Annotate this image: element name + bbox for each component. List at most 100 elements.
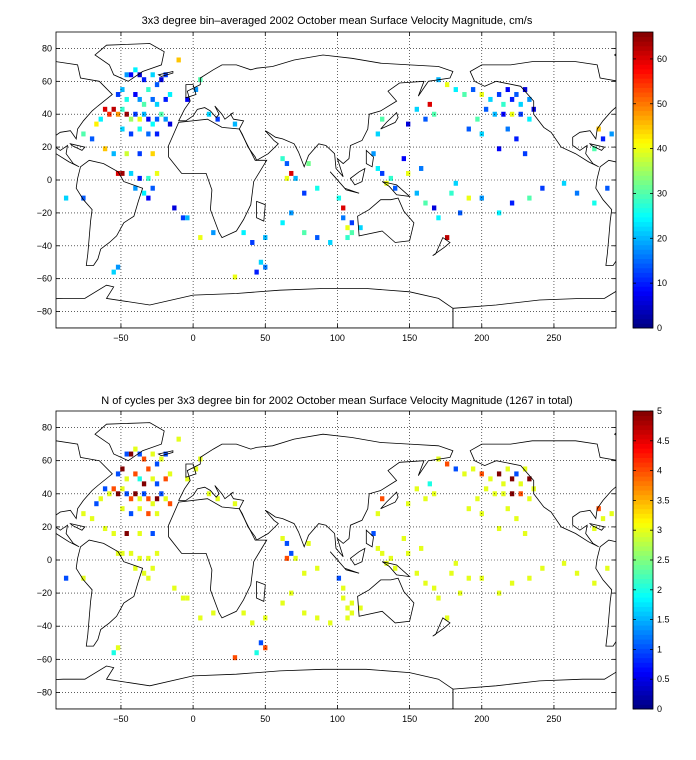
data-bin [605,185,610,191]
data-bin [596,506,601,512]
data-bin [150,451,155,457]
coastline [452,671,616,709]
data-bin [514,471,519,477]
colorbar-segment [633,429,653,435]
data-bin [393,565,398,571]
data-bin [293,555,298,561]
data-bin [518,111,523,117]
coastline [432,617,451,637]
data-bin [280,600,285,606]
colorbar-segment [633,578,653,584]
y-tick-label: 80 [42,423,52,433]
data-bin [115,111,121,117]
data-bin [431,585,437,591]
data-bin [609,511,614,517]
colorbar-segment [633,212,653,218]
colorbar-frame [632,31,654,329]
data-bin [111,531,116,536]
data-bin [315,565,320,571]
data-bin [124,491,129,497]
data-bin [453,87,458,93]
data-bin [167,501,173,507]
colorbar-segment [633,504,653,510]
data-bin [280,220,285,226]
data-bin [380,496,385,502]
data-bin [176,57,181,63]
coastline [381,181,411,197]
colorbar-segment [633,277,653,283]
data-bin [124,476,129,482]
data-bin [479,471,484,477]
data-bin [133,92,138,97]
data-bin [501,481,506,487]
y-tick-label: −20 [37,588,52,598]
data-bin [150,151,155,157]
colorbar-segment [633,286,653,292]
data-bin [483,486,489,492]
data-bin [232,501,238,507]
data-bin [154,116,160,122]
data-bin [306,540,311,546]
data-bin [505,87,510,93]
coastlines [56,43,616,328]
colorbar-segment [633,156,653,162]
data-bin [466,506,471,512]
data-bin [141,456,147,462]
colorbar-segment [633,541,653,547]
data-bin [111,106,116,112]
y-tick-label: −40 [37,621,52,631]
colorbar-segment [633,587,653,593]
data-bin [418,545,424,551]
data-bin [154,170,160,176]
data-bin [509,580,515,586]
data-bin [193,466,199,472]
colorbar-segment [633,73,653,79]
colorbar-tick-label: 30 [657,188,667,198]
colorbar-segment [633,152,653,158]
colorbar-segment [633,522,653,528]
data-bin [315,185,320,191]
data-bin [444,82,450,88]
data-bin [141,190,147,196]
data-bin [527,575,532,581]
data-bin [137,126,142,132]
data-bin [406,170,411,176]
data-bin [150,72,155,78]
colorbar-segment [633,508,653,514]
data-bin [115,170,121,176]
colorbar-segment [633,281,653,287]
colorbar-segment [633,536,653,542]
coastline [168,118,268,239]
data-bin [574,570,580,576]
data-bin [605,565,610,571]
colorbar-segment [633,438,653,444]
colorbar-segment [633,309,653,315]
data-bin [540,565,545,571]
colorbar-segment [633,527,653,533]
data-bin [167,121,173,127]
colorbar-segment [633,230,653,236]
data-bin [341,595,346,601]
data-bin [401,535,406,541]
data-bin [128,550,134,556]
data-bin [154,101,160,107]
colorbar-segment [633,96,653,102]
data-bin [414,570,419,576]
colorbar-segment [633,138,653,144]
data-bin [496,590,502,596]
data-bin [124,96,129,102]
data-bin [349,220,355,226]
data-bin [163,116,168,122]
data-bin [293,175,298,181]
data-bin [496,526,502,532]
y-tick-label: 0 [47,555,52,565]
data-bin [431,205,437,211]
data-bin [102,486,108,492]
colorbar-segment [633,124,653,130]
data-bin [146,195,151,201]
data-bin [133,565,138,571]
coastline [380,491,399,510]
data-bin [423,580,428,586]
data-bin [250,240,255,245]
colorbar-segment [633,476,653,482]
